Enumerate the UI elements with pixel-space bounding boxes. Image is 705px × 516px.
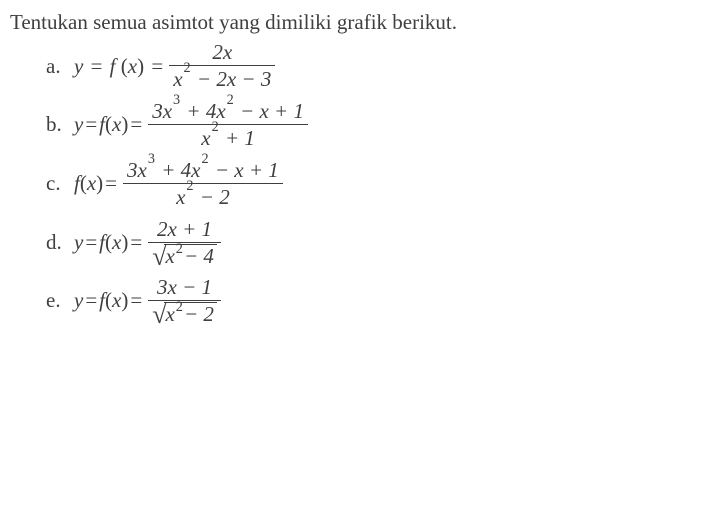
radicand: x2 − 2 <box>164 302 216 326</box>
exponent: 2 <box>184 60 191 76</box>
list-item: c. f (x) = 3x3 + 4x2 − x + 1 x2 − 2 <box>46 158 695 209</box>
denominator: x2 + 1 <box>197 126 259 150</box>
square-root: √ x2 − 4 <box>152 244 217 268</box>
denominator: √ x2 − 2 <box>148 302 221 326</box>
equation-lhs: y = f (x) = <box>74 288 144 313</box>
fraction-bar <box>148 124 308 125</box>
den-tail: − 2x − 3 <box>192 67 272 91</box>
equation: y = f (x) = 3x − 1 √ x2 − 2 <box>74 276 225 326</box>
list-item: d. y = f (x) = 2x + 1 √ x2 − 4 <box>46 218 695 268</box>
fraction: 2x x2 − 2x − 3 <box>169 41 275 91</box>
radical-icon: √ <box>152 246 166 270</box>
exponent: 2 <box>201 151 208 167</box>
fraction-bar <box>123 183 283 184</box>
equation: f (x) = 3x3 + 4x2 − x + 1 x2 − 2 <box>74 158 287 209</box>
equation-lhs: y = f (x) = <box>74 230 144 255</box>
fraction: 2x + 1 √ x2 − 4 <box>148 218 221 268</box>
exponent: 3 <box>173 92 180 108</box>
item-label: b. <box>46 112 74 137</box>
lhs-text: y = f (x) = <box>74 54 165 79</box>
exponent: 2 <box>176 300 183 316</box>
denominator: √ x2 − 4 <box>148 244 221 268</box>
list-item: a. y = f (x) = 2x x2 − 2x − 3 <box>46 41 695 91</box>
equation-lhs: y = f (x) = <box>74 54 165 79</box>
item-list: a. y = f (x) = 2x x2 − 2x − 3 b. y = f (… <box>10 41 695 326</box>
item-label: c. <box>46 171 74 196</box>
exponent: 2 <box>186 178 193 194</box>
list-item: e. y = f (x) = 3x − 1 √ x2 − 2 <box>46 276 695 326</box>
item-label: e. <box>46 288 74 313</box>
numerator: 3x3 + 4x2 − x + 1 <box>123 158 283 182</box>
fraction: 3x3 + 4x2 − x + 1 x2 − 2 <box>123 158 283 209</box>
exponent: 2 <box>227 92 234 108</box>
exponent: 3 <box>148 151 155 167</box>
square-root: √ x2 − 2 <box>152 302 217 326</box>
equation-lhs: f (x) = <box>74 171 119 196</box>
numerator: 3x − 1 <box>153 276 216 299</box>
item-label: d. <box>46 230 74 255</box>
fraction: 3x3 + 4x2 − x + 1 x2 + 1 <box>148 99 308 150</box>
numerator: 3x3 + 4x2 − x + 1 <box>148 99 308 123</box>
numerator: 2x <box>208 41 236 64</box>
denominator: x2 − 2 <box>172 185 234 209</box>
radicand: x2 − 4 <box>164 244 216 268</box>
list-item: b. y = f (x) = 3x3 + 4x2 − x + 1 x2 + 1 <box>46 99 695 150</box>
problem-heading: Tentukan semua asimtot yang dimiliki gra… <box>10 10 695 35</box>
denominator: x2 − 2x − 3 <box>169 67 275 91</box>
item-label: a. <box>46 54 74 79</box>
fraction: 3x − 1 √ x2 − 2 <box>148 276 221 326</box>
equation: y = f (x) = 2x x2 − 2x − 3 <box>74 41 279 91</box>
equation: y = f (x) = 2x + 1 √ x2 − 4 <box>74 218 225 268</box>
exponent: 2 <box>176 242 183 258</box>
radical-icon: √ <box>152 304 166 328</box>
exponent: 2 <box>212 119 219 135</box>
equation-lhs: y = f (x) = <box>74 112 144 137</box>
numerator: 2x + 1 <box>153 218 216 241</box>
equation: y = f (x) = 3x3 + 4x2 − x + 1 x2 + 1 <box>74 99 312 150</box>
